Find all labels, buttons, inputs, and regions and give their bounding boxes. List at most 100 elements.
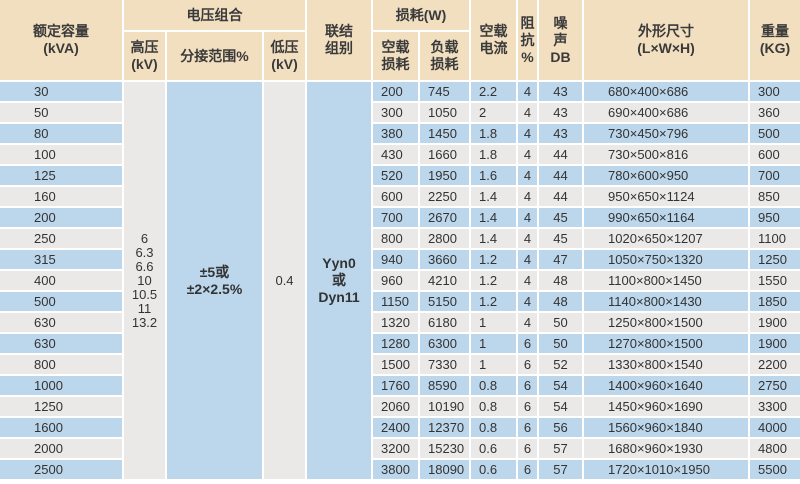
cell-impedance: 4 [518,145,538,166]
cell-impedance: 4 [518,187,538,208]
cell-weight: 1850 [750,292,800,313]
cell-noload-loss: 200 [373,82,419,103]
cell-noload-loss: 700 [373,208,419,229]
header-connection-l2: 组别 [325,40,354,56]
cell-capacity: 250 [0,229,122,250]
header-connection: 联结 组别 [307,0,372,82]
cell-weight: 5500 [750,460,800,481]
cell-noload-current: 1.8 [471,145,517,166]
cell-load-loss: 1660 [420,145,470,166]
cell-connection-group: Yyn0 或 Dyn11 [307,82,372,481]
cell-capacity: 630 [0,313,122,334]
hv-values-line: 6.6 [135,258,154,274]
cell-noload-current: 1 [471,334,517,355]
table-row: 80 380 1450 1.8 4 43 730×450×796 500 [0,124,800,145]
cell-noload-current: 1 [471,355,517,376]
cell-tap-range: ±5或 ±2×2.5% [167,82,262,481]
header-capacity: 额定容量 (kVA) [0,0,122,82]
cell-weight: 850 [750,187,800,208]
hv-values-line: 6.3 [135,244,154,260]
cell-capacity: 1250 [0,397,122,418]
header-impedance-l3: % [521,48,534,65]
cell-noload-current: 1.2 [471,292,517,313]
cell-noload-current: 1 [471,313,517,334]
header-noload-current: 空载 电流 [471,0,517,82]
table-body: 30 6 6.3 6.6 10 10.5 11 13.2 ±5或 ±2×2.5% 0.4 Yyn0 或 D… [0,82,800,481]
cell-dimensions: 1250×800×1500 [584,313,749,334]
cell-noload-loss: 1760 [373,376,419,397]
cell-noise: 54 [539,376,583,397]
header-lv-l1: 低压 [270,39,299,55]
cell-weight: 1900 [750,313,800,334]
header-noload-current-l1: 空载 [479,23,508,39]
table-row: 30 6 6.3 6.6 10 10.5 11 13.2 ±5或 ±2×2.5% 0.4 Yyn0 或 D… [0,82,800,481]
cell-noload-current: 0.8 [471,397,517,418]
cell-load-loss: 6180 [420,313,470,334]
cell-noise: 54 [539,397,583,418]
cell-capacity: 50 [0,103,122,124]
table-row: 1000 1760 8590 0.8 6 54 1400×960×1640 2750 [0,376,800,397]
cell-dimensions: 1330×800×1540 [584,355,749,376]
cell-weight: 4000 [750,418,800,439]
cell-noload-loss: 380 [373,124,419,145]
header-impedance-l2: 抗 [520,31,535,48]
header-dimensions-l2: (L×W×H) [637,40,695,56]
cell-capacity: 315 [0,250,122,271]
cell-noise: 44 [539,145,583,166]
cell-impedance: 6 [518,418,538,439]
cell-noise: 50 [539,313,583,334]
cell-dimensions: 1020×650×1207 [584,229,749,250]
table-row: 400 960 4210 1.2 4 48 1100×800×1450 1550 [0,271,800,292]
cell-noload-current: 1.2 [471,250,517,271]
cell-impedance: 6 [518,397,538,418]
cell-dimensions: 1140×800×1430 [584,292,749,313]
table-row: 160 600 2250 1.4 4 44 950×650×1124 850 [0,187,800,208]
cell-noload-loss: 430 [373,145,419,166]
cell-noload-current: 2.2 [471,82,517,103]
cell-load-loss: 3660 [420,250,470,271]
cell-impedance: 6 [518,334,538,355]
cell-noload-loss: 1320 [373,313,419,334]
cell-weight: 1100 [750,229,800,250]
cell-load-loss: 15230 [420,439,470,460]
cell-noload-loss: 2400 [373,418,419,439]
cell-capacity: 30 [0,82,122,103]
cell-dimensions: 1680×960×1930 [584,439,749,460]
lv-value-line: 0.4 [275,272,294,288]
cell-noload-current: 1.4 [471,208,517,229]
header-tap-range: 分接范围% [167,32,262,82]
cell-noload-loss: 300 [373,103,419,124]
table-row: 315 940 3660 1.2 4 47 1050×750×1320 1250 [0,250,800,271]
cell-noload-current: 0.8 [471,418,517,439]
cell-dimensions: 1050×750×1320 [584,250,749,271]
cell-noload-loss: 1150 [373,292,419,313]
cell-noise: 56 [539,418,583,439]
header-load-loss-l2: 损耗 [430,56,459,72]
cell-weight: 1550 [750,271,800,292]
connection-group-line: 或 [332,272,347,288]
cell-load-loss: 1050 [420,103,470,124]
cell-capacity: 200 [0,208,122,229]
cell-impedance: 4 [518,208,538,229]
cell-load-loss: 1450 [420,124,470,145]
table-row: 2000 3200 15230 0.6 6 57 1680×960×1930 4800 [0,439,800,460]
cell-weight: 4800 [750,439,800,460]
cell-impedance: 4 [518,313,538,334]
header-capacity-label: 额定容量 [33,23,89,39]
cell-noload-current: 0.8 [471,376,517,397]
cell-capacity: 500 [0,292,122,313]
cell-impedance: 4 [518,124,538,145]
cell-noise: 44 [539,166,583,187]
cell-load-loss: 18090 [420,460,470,481]
cell-weight: 2750 [750,376,800,397]
cell-noload-current: 1.4 [471,229,517,250]
header-noload-loss-l2: 损耗 [381,56,410,72]
header-lv-l2: (kV) [271,56,298,72]
cell-hv-values: 6 6.3 6.6 10 10.5 11 13.2 [124,82,165,481]
cell-noload-loss: 940 [373,250,419,271]
cell-noise: 45 [539,229,583,250]
table-row: 500 1150 5150 1.2 4 48 1140×800×1430 1850 [0,292,800,313]
cell-impedance: 6 [518,376,538,397]
cell-capacity: 2500 [0,460,122,481]
